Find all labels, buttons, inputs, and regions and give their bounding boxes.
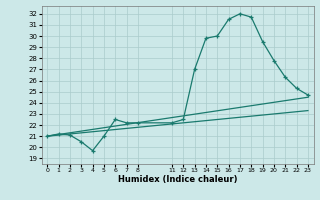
X-axis label: Humidex (Indice chaleur): Humidex (Indice chaleur) [118,175,237,184]
